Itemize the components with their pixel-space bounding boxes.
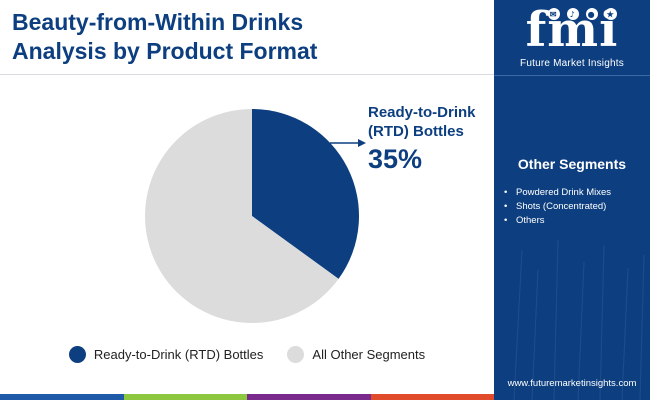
callout-arrow-head (358, 139, 366, 147)
sidebar-divider (494, 75, 650, 76)
list-item: Shots (Concentrated) (504, 200, 611, 214)
other-segments-list: Powdered Drink Mixes Shots (Concentrated… (504, 186, 611, 228)
legend-item-all-other-segments[interactable]: All Other Segments (287, 346, 425, 363)
chart-panel: Beauty-from-Within Drinks Analysis by Pr… (0, 8, 494, 400)
list-item: Others (504, 214, 611, 228)
legend-item-rtd-bottles[interactable]: Ready-to-Drink (RTD) Bottles (68, 346, 264, 363)
company-logo[interactable]: fmi ✉ ♪ ● ★ Future Market Insights (494, 6, 650, 69)
legend-swatch-rtd-bottles (68, 346, 86, 363)
title-line-1: Beauty-from-Within Drinks (12, 9, 304, 35)
sidebar-panel: fmi ✉ ♪ ● ★ Future Market Insights Other… (494, 0, 650, 400)
decorative-stripes (513, 239, 645, 400)
bottom-bar-segment-2 (123, 394, 247, 400)
bottom-bar-segment-3 (247, 394, 371, 400)
logo-company-name: Future Market Insights (520, 58, 624, 69)
logo-mark: fmi ✉ ♪ ● ★ (526, 6, 619, 54)
mail-icon: ✉ (547, 8, 560, 20)
callout-label-line-2: (RTD) Bottles (368, 123, 464, 140)
logo-icon-row: ✉ ♪ ● ★ (547, 8, 617, 20)
bottom-color-bar (0, 394, 494, 400)
bottom-bar-segment-1 (0, 394, 124, 400)
pie-slice-rtd-bottles[interactable] (252, 109, 359, 279)
chart-legend: Ready-to-Drink (RTD) Bottles All Other S… (0, 346, 494, 363)
other-segments-heading: Other Segments (517, 156, 627, 172)
header-divider (0, 74, 494, 75)
bottom-bar-segment-4 (370, 394, 494, 400)
pie-chart (144, 109, 366, 323)
pie-slice-all-other-segments[interactable] (144, 109, 339, 323)
callout-label-line-1: Ready-to-Drink (368, 104, 476, 121)
page-title: Beauty-from-Within Drinks Analysis by Pr… (12, 8, 482, 66)
person-icon: ● (585, 8, 598, 20)
legend-swatch-all-other-segments (287, 346, 305, 363)
website-url[interactable]: www.futuremarketinsights.com (507, 378, 637, 389)
callout-value: 35% (368, 144, 423, 174)
bell-icon: ♪ (566, 8, 579, 20)
legend-label-all-other-segments: All Other Segments (312, 347, 426, 362)
star-icon: ★ (604, 8, 617, 20)
title-line-2: Analysis by Product Format (12, 38, 318, 64)
legend-label-rtd-bottles: Ready-to-Drink (RTD) Bottles (93, 347, 264, 362)
list-item: Powdered Drink Mixes (504, 186, 611, 200)
slice-callout: Ready-to-Drink (RTD) Bottles 35% (368, 103, 476, 175)
